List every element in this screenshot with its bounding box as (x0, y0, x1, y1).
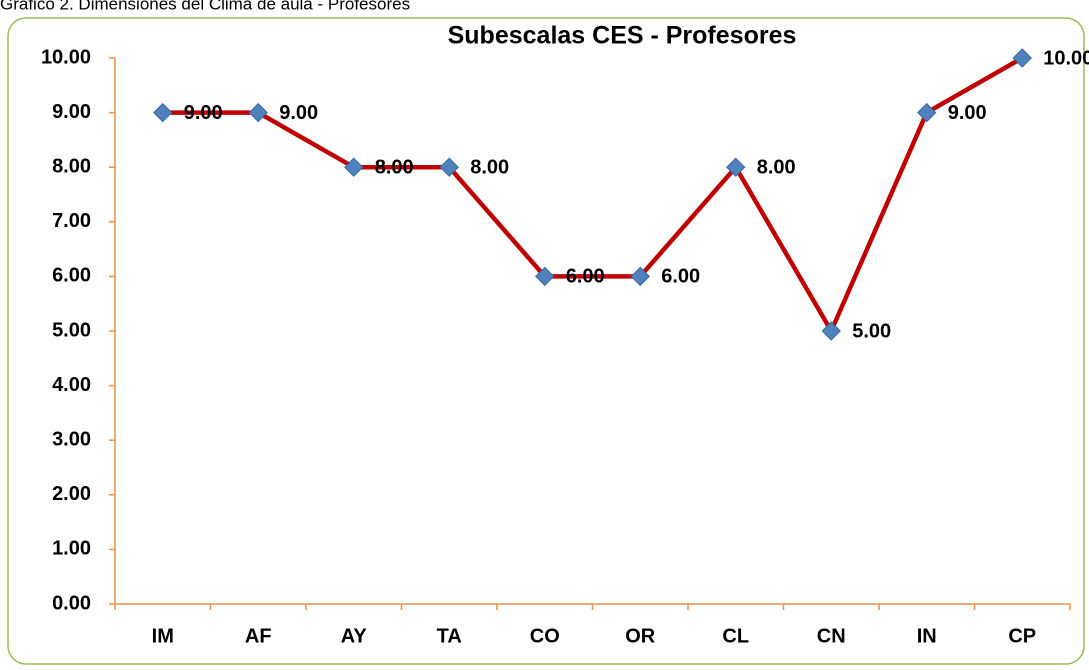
data-point (344, 157, 364, 177)
data-point (821, 321, 841, 341)
data-label: 9.00 (279, 102, 318, 124)
data-label: 10.00 (1043, 47, 1089, 69)
data-label: 8.00 (375, 156, 414, 178)
chart-title: Subescalas CES - Profesores (448, 22, 797, 50)
y-tick-label: 8.00 (52, 155, 91, 177)
x-tick-label: CL (722, 625, 749, 647)
x-tick-label: IN (917, 625, 937, 647)
data-point (535, 266, 555, 287)
data-point (439, 157, 459, 177)
data-label: 6.00 (566, 266, 605, 288)
y-tick-label: 0.00 (52, 592, 91, 614)
x-tick-label: AF (245, 625, 272, 647)
data-label: 8.00 (470, 156, 509, 178)
x-tick-label: CP (1008, 625, 1036, 647)
x-tick-label: AY (341, 625, 368, 647)
x-tick-label: CN (817, 625, 846, 647)
data-point (248, 102, 268, 123)
x-tick-label: OR (625, 625, 656, 647)
series-line (162, 56, 1024, 334)
y-tick-label: 9.00 (52, 101, 91, 123)
y-tick-label: 7.00 (52, 210, 91, 232)
x-tick-label: TA (437, 625, 462, 647)
y-tick-label: 5.00 (52, 319, 91, 341)
data-point (630, 266, 650, 287)
data-point (726, 157, 746, 177)
y-tick-label: 2.00 (52, 483, 91, 505)
y-tick-label: 4.00 (52, 374, 91, 396)
data-point (917, 102, 937, 123)
x-tick-label: IM (152, 625, 174, 647)
x-tick-label: CO (530, 625, 560, 647)
data-label: 9.00 (948, 102, 987, 124)
data-point (1012, 48, 1032, 68)
y-tick-label: 6.00 (52, 265, 91, 287)
data-point (153, 102, 173, 123)
caption: Gráfico 2. Dimensiones del Clima de aula… (0, 0, 410, 13)
y-tick-label: 1.00 (52, 538, 91, 560)
data-label: 5.00 (852, 320, 891, 342)
chart-border (7, 17, 1085, 665)
y-tick-label: 3.00 (52, 428, 91, 450)
data-label: 6.00 (661, 266, 700, 288)
y-tick-label: 10.00 (41, 46, 91, 68)
data-label: 9.00 (184, 102, 223, 124)
data-label: 8.00 (757, 156, 796, 178)
